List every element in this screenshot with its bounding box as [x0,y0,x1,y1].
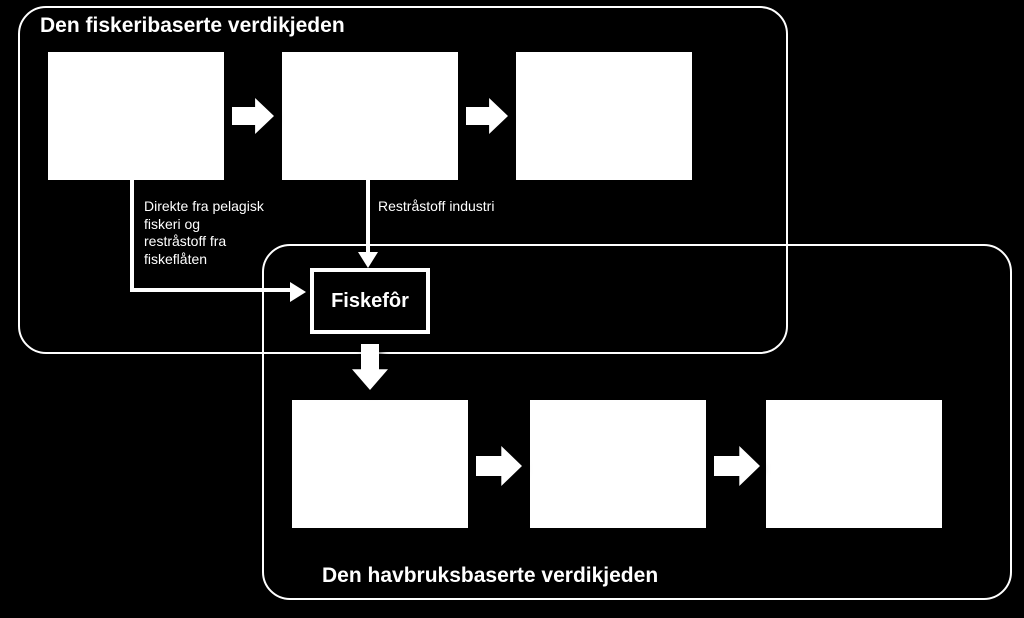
node-fiskeri-2 [282,52,458,180]
group-title-fiskeribaserte: Den fiskeribaserte verdikjeden [40,14,345,38]
arrow-f2-f3 [466,98,508,134]
edge-label-pelagisk: Direkte fra pelagiskfiskeri ogrestråstof… [144,198,294,268]
diagram-canvas: Den fiskeribaserte verdikjeden Den havbr… [0,0,1024,618]
node-fiskeri-1 [48,52,224,180]
edge-restrastoff-arrowhead [358,252,378,268]
edge-restrastoff-line [366,180,370,252]
arrow-f1-f2 [232,98,274,134]
node-havbruk-2 [530,400,706,528]
node-fiskefor-label: Fiskefôr [331,290,409,313]
group-title-havbruksbaserte: Den havbruksbaserte verdikjeden [322,564,658,588]
node-fiskefor: Fiskefôr [310,268,430,334]
arrow-h2-h3 [714,446,760,486]
node-havbruk-1 [292,400,468,528]
node-havbruk-3 [766,400,942,528]
node-fiskeri-3 [516,52,692,180]
edge-pelagisk-arrowhead [290,282,306,302]
arrow-fiskefor-h1 [352,344,388,390]
edge-label-restrastoff: Restråstoff industri [378,198,548,216]
arrow-h1-h2 [476,446,522,486]
